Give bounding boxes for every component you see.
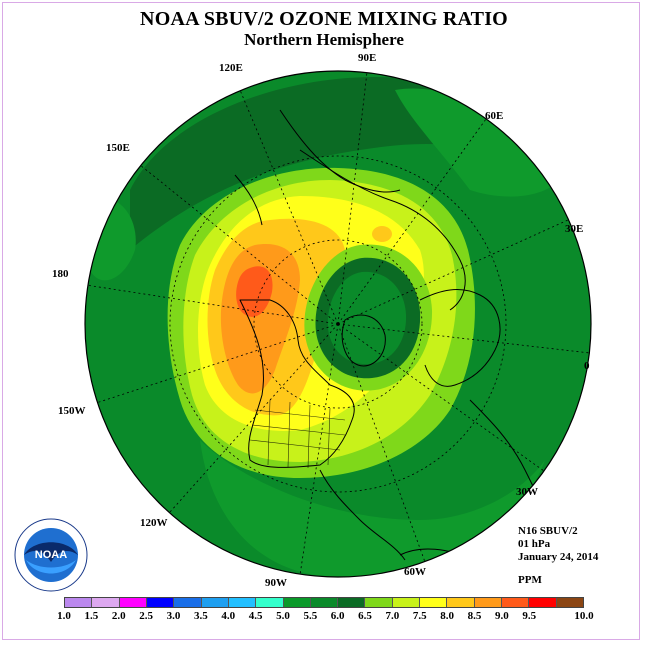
coast-greenland: [341, 314, 386, 367]
coast-japan: [234, 174, 263, 226]
lon-label-30e: 30E: [565, 223, 584, 235]
meridian-30e: [337, 219, 569, 325]
latitude-circle-30n: [169, 155, 507, 493]
colorbar: [64, 597, 584, 608]
meridian-150w: [89, 323, 339, 406]
meridian-90e: [337, 71, 368, 325]
colorbar-swatch: [146, 598, 175, 607]
colorbar-tick-label: 4.5: [248, 610, 263, 622]
coast-asia-east: [279, 109, 401, 193]
lon-label-30w: 30W: [516, 486, 538, 498]
contour-5-5-low: [327, 271, 407, 365]
coast-central-america: [319, 469, 406, 561]
meridian-120w: [169, 323, 339, 513]
colorbar-tick-label: 3.5: [193, 610, 208, 622]
us-states-grid: [249, 399, 346, 469]
lon-label-150w: 150W: [58, 405, 86, 417]
contour-9-0: [236, 266, 273, 317]
lon-label-90w: 90W: [265, 577, 287, 589]
colorbar-tick-label: 8.0: [440, 610, 455, 622]
lon-label-60e: 60E: [485, 110, 504, 122]
colorbar-tick-label: 6.0: [330, 610, 345, 622]
colorbar-swatch: [556, 598, 583, 607]
colorbar-tick-label: 7.0: [385, 610, 400, 622]
colorbar-swatch: [174, 598, 202, 607]
outer-pale-patch-2: [395, 88, 560, 197]
colorbar-ticks: 1.0 1.5 2.0 2.5 3.0 3.5 4.0 4.5 5.0 5.5 6.0 6.5 7.0 7…: [0, 610, 648, 624]
colorbar-tick-label: 8.5: [467, 610, 482, 622]
outer-pale-patch-3: [200, 440, 545, 577]
colorbar-swatch: [310, 598, 339, 607]
colorbar-tick-label: 6.5: [358, 610, 372, 622]
contour-8-0-spot: [372, 226, 392, 242]
meridian-60e: [337, 118, 487, 325]
lon-label-60w: 60W: [404, 566, 426, 578]
colorbar-swatch: [365, 598, 393, 607]
lon-label-180: 180: [52, 268, 69, 280]
colorbar-swatch: [447, 598, 475, 607]
map-title: NOAA SBUV/2 OZONE MIXING RATIO: [140, 8, 508, 30]
pressure-label: 01 hPa: [518, 538, 551, 550]
colorbar-swatch: [420, 598, 448, 607]
colorbar-swatch: [92, 598, 120, 607]
colorbar-swatch: [529, 598, 557, 607]
noaa-logo: NOAA: [14, 518, 88, 592]
colorbar-swatch: [502, 598, 530, 607]
lon-label-0: 0: [584, 360, 590, 372]
colorbar-swatch: [256, 598, 284, 607]
meridian-120e: [239, 89, 339, 325]
colorbar-tick-label: 5.5: [303, 610, 318, 622]
colorbar-tick-label: 10.0: [574, 610, 594, 622]
lon-label-120e: 120E: [219, 62, 243, 74]
lon-label-90e: 90E: [358, 52, 377, 64]
colorbar-swatch: [392, 598, 421, 607]
meridian-90w: [299, 323, 339, 576]
colorbar-swatch: [228, 598, 257, 607]
lon-label-150e: 150E: [106, 142, 130, 154]
colorbar-tick-label: 2.0: [111, 610, 126, 622]
colorbar-swatch: [201, 598, 229, 607]
meridian-0: [337, 323, 591, 354]
colorbar-tick-label: 7.5: [412, 610, 427, 622]
noaa-logo-text: NOAA: [35, 549, 67, 561]
meridian-60w: [337, 323, 426, 563]
units-label: PPM: [518, 574, 542, 586]
colorbar-swatch: [338, 598, 366, 607]
latitude-circle-60n: [253, 239, 423, 409]
colorbar-tick-label: 9.5: [522, 610, 537, 622]
colorbar-tick-label: 4.0: [221, 610, 236, 622]
meridian-150e: [139, 164, 339, 325]
map-boundary: [84, 70, 592, 578]
colorbar-tick-label: 5.0: [276, 610, 290, 622]
map-subtitle: Northern Hemisphere: [244, 30, 404, 49]
instrument-label: N16 SBUV/2: [518, 525, 578, 537]
colorbar-tick-label: 2.5: [139, 610, 153, 622]
colorbar-tick-label: 1.5: [84, 610, 99, 622]
colorbar-tick-label: 1.0: [57, 610, 71, 622]
colorbar-swatch: [119, 598, 147, 607]
coast-asia: [299, 149, 466, 311]
lon-label-120w: 120W: [140, 517, 168, 529]
colorbar-tick-label: 3.0: [166, 610, 181, 622]
figure-frame: [2, 2, 640, 640]
colorbar-swatch: [283, 598, 311, 607]
colorbar-swatch: [474, 598, 502, 607]
date-label: January 24, 2014: [518, 551, 599, 563]
meridian-30w: [337, 323, 545, 472]
colorbar-swatch: [65, 598, 93, 607]
coast-north-america: [239, 299, 355, 468]
coast-europe: [419, 289, 501, 387]
colorbar-tick-label: 9.0: [495, 610, 509, 622]
